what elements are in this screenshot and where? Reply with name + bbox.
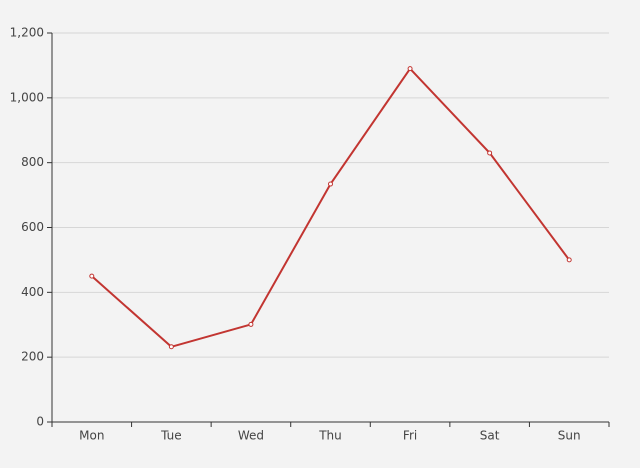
x-tick-label: Mon [79, 429, 104, 443]
y-tick-label: 400 [21, 285, 44, 299]
point [407, 66, 413, 72]
x-tick-label: Thu [318, 429, 342, 443]
point [168, 344, 174, 350]
x-tick-label: Tue [160, 429, 182, 443]
x-tick-label: Sun [558, 429, 581, 443]
y-tick-label: 800 [21, 155, 44, 169]
point [89, 273, 95, 279]
point [566, 257, 572, 263]
point [328, 181, 333, 187]
y-tick-label: 0 [36, 415, 44, 429]
point [487, 150, 493, 156]
y-tick-label: 200 [21, 350, 44, 364]
y-tick-label: 600 [21, 220, 44, 234]
x-tick-label: Wed [238, 429, 264, 443]
y-tick-label: 1,000 [10, 90, 44, 104]
point [248, 321, 254, 327]
y-tick-label: 1,200 [10, 26, 44, 40]
x-tick-label: Fri [403, 429, 417, 443]
x-tick-label: Sat [480, 429, 500, 443]
